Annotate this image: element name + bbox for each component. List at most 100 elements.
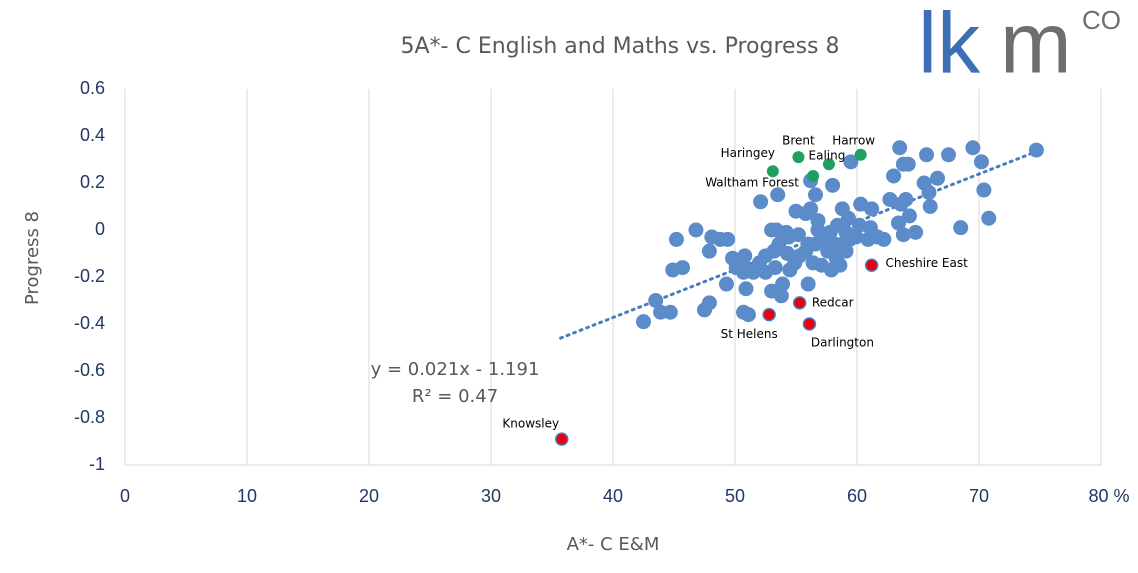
- point: [919, 147, 935, 163]
- point: [807, 169, 820, 182]
- point: [718, 276, 734, 292]
- point: [555, 432, 569, 446]
- point: [636, 314, 651, 330]
- point: [704, 229, 720, 245]
- logo-blue: lk: [918, 0, 981, 92]
- point-label: Harrow: [832, 133, 875, 147]
- point: [764, 283, 780, 299]
- point: [825, 177, 841, 193]
- trendline: [559, 148, 1042, 340]
- point-label: Ealing: [809, 149, 846, 163]
- point: [792, 151, 805, 164]
- point: [775, 276, 791, 292]
- y-tick-label: -0.2: [74, 266, 105, 286]
- point-label: Knowsley: [502, 417, 559, 431]
- point-label: Darlington: [811, 336, 874, 350]
- point: [930, 170, 946, 186]
- point: [668, 231, 684, 247]
- point: [808, 187, 824, 203]
- point: [738, 281, 754, 297]
- point-label: Waltham Forest: [705, 175, 799, 189]
- trend-equation: y = 0.021x - 1.191: [371, 359, 540, 380]
- point-label: Cheshire East: [885, 256, 968, 270]
- y-tick-label: 0.2: [80, 172, 105, 192]
- x-tick-label: 60: [847, 486, 867, 506]
- point: [890, 215, 906, 231]
- point: [941, 147, 956, 163]
- point: [898, 191, 914, 207]
- x-tick-label: 30: [481, 486, 501, 506]
- point: [843, 154, 859, 170]
- x-axis-label: A*- C E&M: [567, 534, 660, 555]
- point: [853, 196, 869, 212]
- point: [788, 203, 804, 219]
- y-tick-label: 0: [95, 219, 105, 239]
- y-tick-label: -0.4: [74, 313, 105, 333]
- point: [976, 182, 992, 198]
- y-tick-label: -0.8: [74, 407, 105, 427]
- y-tick-label: 0.4: [80, 125, 105, 145]
- point: [753, 194, 769, 210]
- point-label: St Helens: [721, 327, 778, 341]
- point: [842, 231, 858, 247]
- point: [953, 220, 969, 236]
- point: [900, 156, 916, 172]
- logo: lk m CO: [918, 0, 1121, 92]
- point: [965, 140, 981, 156]
- point: [764, 222, 780, 238]
- point: [886, 168, 902, 184]
- point-label: Brent: [782, 134, 815, 148]
- point: [792, 296, 807, 310]
- x-tick-label: 70: [969, 486, 989, 506]
- point: [981, 210, 997, 226]
- point: [762, 307, 776, 322]
- point: [892, 140, 908, 156]
- trend-r2: R² = 0.47: [412, 386, 498, 407]
- y-tick-label: 0.6: [80, 78, 105, 98]
- point: [864, 258, 879, 272]
- point: [701, 243, 717, 259]
- point: [860, 231, 876, 247]
- point: [908, 224, 924, 240]
- point: [827, 236, 843, 252]
- point: [876, 231, 892, 247]
- point: [688, 222, 704, 238]
- point: [895, 227, 911, 243]
- logo-sup: CO: [1082, 5, 1121, 35]
- point: [767, 260, 783, 276]
- point: [720, 231, 736, 247]
- point: [802, 317, 817, 331]
- point: [766, 165, 779, 178]
- x-tick-label: 20: [359, 486, 379, 506]
- x-tick-label: 10: [237, 486, 257, 506]
- x-tick-label: 40: [603, 486, 623, 506]
- point: [800, 276, 816, 292]
- point: [740, 307, 756, 323]
- point: [822, 158, 835, 171]
- point: [1028, 142, 1044, 158]
- chart-title: 5A*- C English and Maths vs. Progress 8: [401, 34, 840, 59]
- logo-gray: m: [1000, 0, 1072, 92]
- point: [779, 246, 795, 261]
- point: [840, 210, 856, 226]
- x-tick-label: 50: [725, 486, 745, 506]
- point: [697, 302, 712, 318]
- point: [648, 293, 664, 308]
- point: [675, 260, 691, 276]
- point-label: Redcar: [812, 295, 854, 309]
- y-tick-label: -1: [89, 454, 105, 474]
- x-tick-label: 0: [120, 486, 130, 506]
- point: [854, 148, 867, 161]
- point: [745, 264, 761, 280]
- point: [810, 222, 826, 238]
- point-label: Haringey: [721, 146, 775, 160]
- x-tick-label: 80 %: [1088, 486, 1129, 506]
- point: [798, 243, 814, 259]
- point: [973, 154, 989, 170]
- y-tick-label: -0.6: [74, 360, 105, 380]
- y-axis-label: Progress 8: [22, 211, 43, 305]
- point: [770, 187, 786, 203]
